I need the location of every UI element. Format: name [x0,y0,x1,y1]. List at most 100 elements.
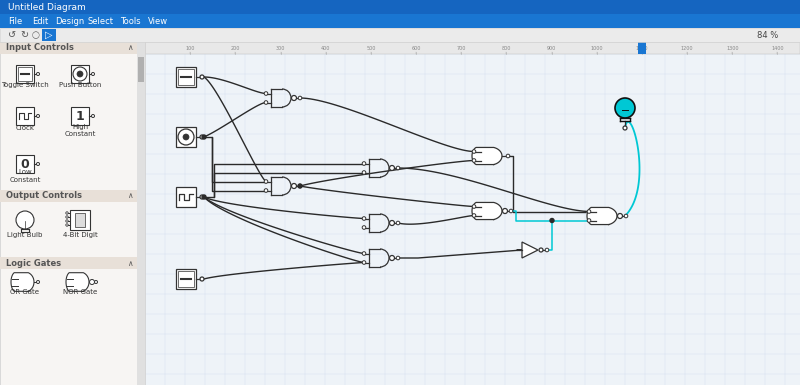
Text: 500: 500 [366,47,375,52]
Circle shape [362,252,366,255]
Circle shape [200,75,204,79]
Text: 100: 100 [186,47,195,52]
Circle shape [91,114,94,117]
FancyBboxPatch shape [176,67,196,87]
Circle shape [291,95,297,100]
Circle shape [264,180,268,183]
Text: 1200: 1200 [681,47,694,52]
Circle shape [362,217,366,220]
Text: ∧: ∧ [127,44,133,52]
Circle shape [200,195,204,199]
Text: Low
Constant: Low Constant [10,169,41,182]
Text: 400: 400 [321,47,330,52]
Circle shape [264,101,268,104]
FancyBboxPatch shape [42,29,56,41]
Circle shape [396,166,400,170]
Circle shape [506,154,510,158]
Circle shape [624,214,628,218]
Circle shape [509,209,513,213]
FancyBboxPatch shape [0,14,800,28]
Circle shape [183,134,189,140]
Circle shape [546,248,549,252]
Circle shape [539,248,543,252]
Polygon shape [587,208,617,224]
FancyBboxPatch shape [71,65,89,83]
FancyBboxPatch shape [16,107,34,125]
Circle shape [264,92,268,95]
Circle shape [37,281,39,283]
Text: 1000: 1000 [590,47,603,52]
Circle shape [66,216,68,218]
Text: Input Controls: Input Controls [6,44,74,52]
FancyBboxPatch shape [0,257,137,269]
Circle shape [178,129,194,145]
Text: Design: Design [56,17,85,25]
Text: Untitled Diagram: Untitled Diagram [8,2,86,12]
Text: Push Button: Push Button [59,82,101,88]
Text: 84 %: 84 % [757,30,778,40]
FancyBboxPatch shape [70,210,90,230]
Circle shape [298,184,302,188]
Polygon shape [472,147,502,164]
Circle shape [200,135,204,139]
Polygon shape [11,273,34,291]
FancyBboxPatch shape [178,69,194,85]
Text: ▷: ▷ [46,30,53,40]
Circle shape [91,72,94,75]
FancyBboxPatch shape [0,0,800,14]
Circle shape [37,162,39,166]
Circle shape [291,184,297,189]
Circle shape [362,171,366,174]
Circle shape [362,162,366,165]
Circle shape [615,98,635,118]
Circle shape [298,184,302,188]
Circle shape [16,211,34,229]
FancyBboxPatch shape [176,127,196,147]
Text: File: File [8,17,22,25]
Text: High
Constant: High Constant [64,124,96,137]
Text: 1300: 1300 [726,47,738,52]
Text: Light Bulb: Light Bulb [7,232,42,238]
Circle shape [66,224,68,226]
Text: Logic Gates: Logic Gates [6,258,61,268]
FancyBboxPatch shape [16,65,34,83]
Circle shape [472,205,476,208]
Circle shape [587,210,590,213]
Circle shape [73,67,87,81]
Polygon shape [472,203,502,219]
Circle shape [396,221,400,225]
Circle shape [472,214,476,217]
Text: Tools: Tools [120,17,141,25]
Text: ◯: ◯ [32,31,40,39]
Circle shape [362,261,366,264]
Circle shape [587,219,590,222]
Circle shape [362,226,366,229]
Text: 700: 700 [457,47,466,52]
Text: 0: 0 [21,157,30,171]
Text: 1: 1 [76,109,84,122]
FancyBboxPatch shape [0,42,137,54]
Text: NOR Gate: NOR Gate [63,289,97,295]
Circle shape [390,166,394,171]
Text: ∧: ∧ [127,191,133,201]
Circle shape [623,126,627,130]
FancyBboxPatch shape [16,155,34,173]
Text: 200: 200 [230,47,240,52]
Circle shape [200,277,204,281]
Text: ↻: ↻ [20,30,28,40]
FancyBboxPatch shape [137,42,145,385]
Text: 900: 900 [547,47,556,52]
Circle shape [618,214,622,219]
Circle shape [202,195,206,199]
FancyBboxPatch shape [145,42,800,54]
Circle shape [390,256,394,261]
FancyBboxPatch shape [638,42,646,54]
Circle shape [472,159,476,162]
Circle shape [502,209,507,214]
Text: ↺: ↺ [8,30,16,40]
Text: 800: 800 [502,47,511,52]
FancyBboxPatch shape [145,54,800,385]
Text: Toggle Switch: Toggle Switch [1,82,49,88]
Circle shape [298,96,302,100]
FancyBboxPatch shape [75,213,85,227]
